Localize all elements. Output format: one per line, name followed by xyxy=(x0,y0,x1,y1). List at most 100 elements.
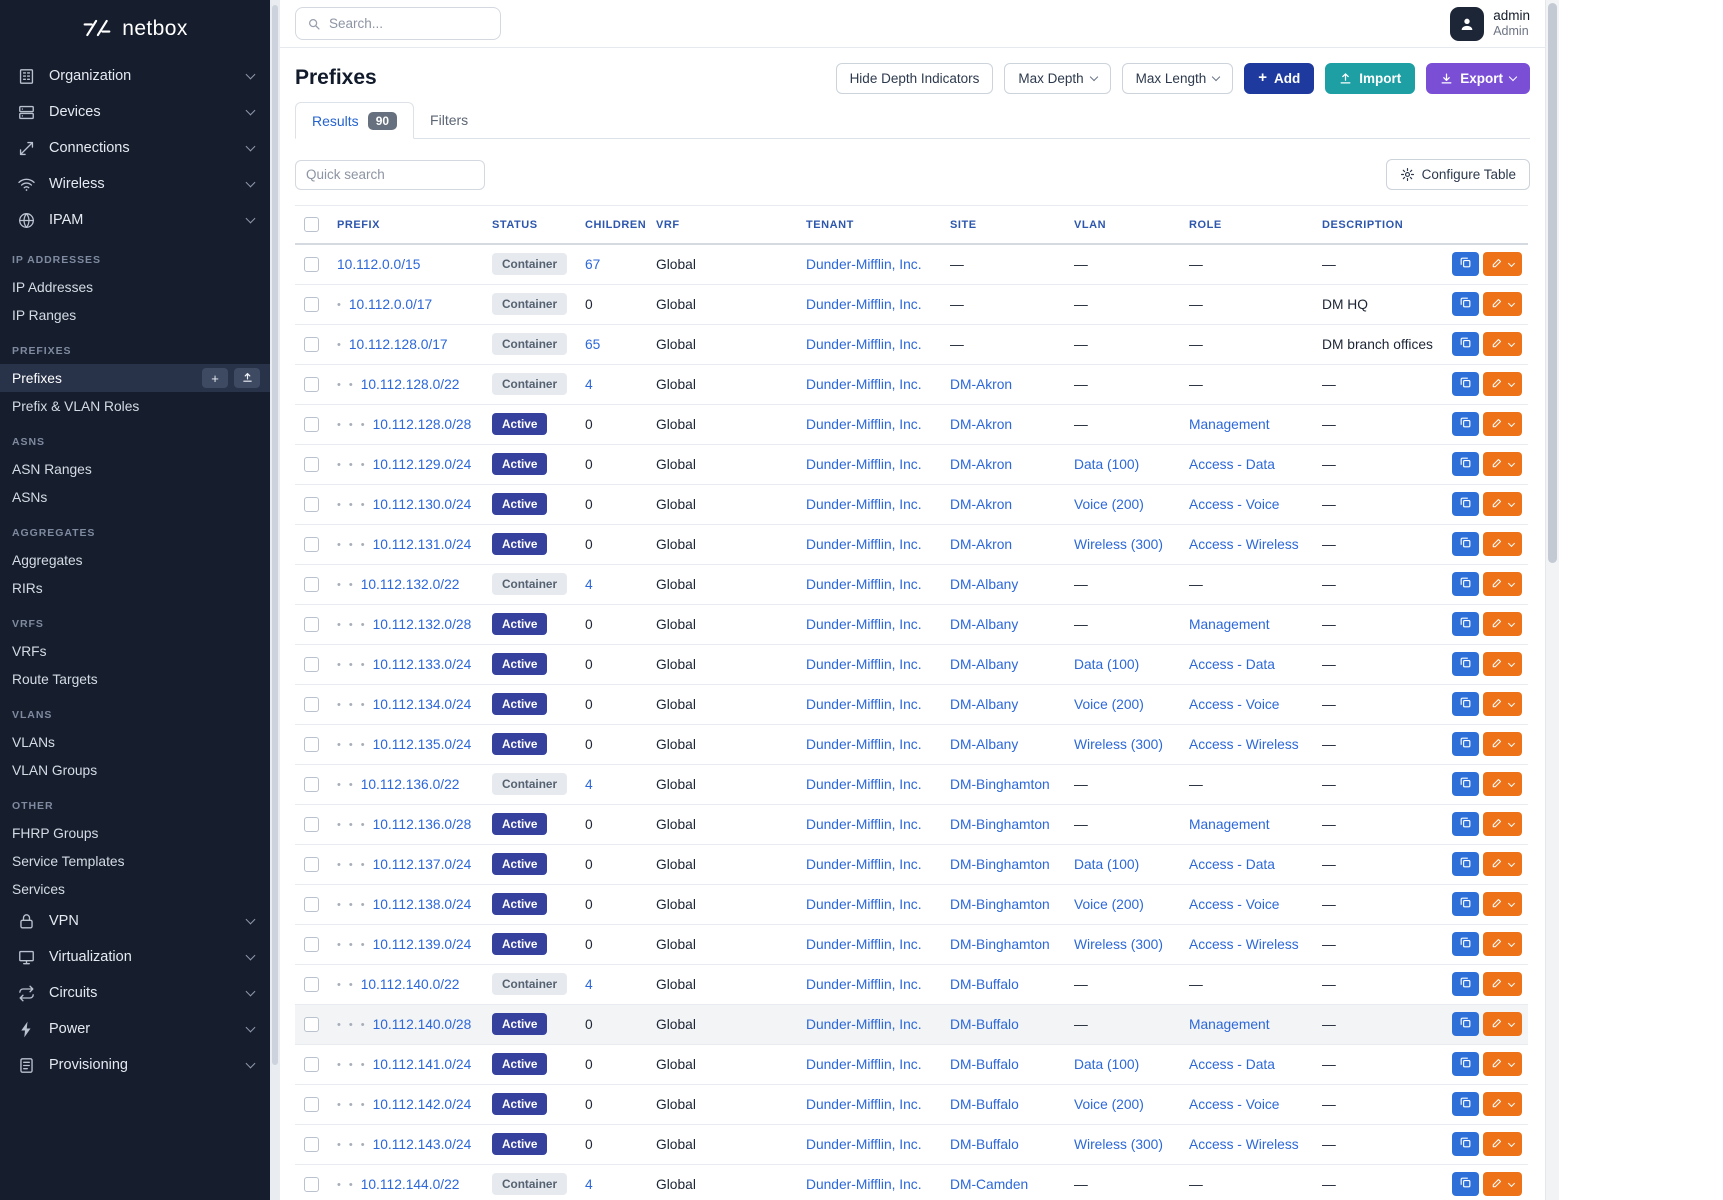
prefix-link[interactable]: 10.112.144.0/22 xyxy=(360,1176,460,1192)
sidebar-item-devices[interactable]: Devices xyxy=(0,94,270,130)
sidebar-item-service-templates[interactable]: Service Templates xyxy=(12,853,125,869)
site-link[interactable]: DM-Binghamton xyxy=(950,856,1050,872)
row-checkbox[interactable] xyxy=(304,496,319,512)
copy-button[interactable] xyxy=(1452,1052,1479,1076)
tenant-link[interactable]: Dunder-Mifflin, Inc. xyxy=(806,936,922,952)
copy-button[interactable] xyxy=(1452,292,1479,316)
edit-button[interactable] xyxy=(1483,612,1522,636)
prefix-link[interactable]: 10.112.136.0/28 xyxy=(372,816,472,832)
sidebar-scrollbar-thumb[interactable] xyxy=(272,5,278,1065)
vlan-link[interactable]: Wireless (300) xyxy=(1074,1136,1163,1152)
copy-button[interactable] xyxy=(1452,372,1479,396)
row-checkbox[interactable] xyxy=(304,536,319,552)
role-link[interactable]: Access - Voice xyxy=(1189,696,1280,712)
copy-button[interactable] xyxy=(1452,692,1479,716)
children-count-link[interactable]: 4 xyxy=(585,376,593,392)
children-count-link[interactable]: 4 xyxy=(585,576,593,592)
site-link[interactable]: DM-Binghamton xyxy=(950,896,1050,912)
prefixes-quick-add-button[interactable]: + xyxy=(202,368,228,388)
role-link[interactable]: Access - Wireless xyxy=(1189,736,1299,752)
column-header-site[interactable]: SITE xyxy=(944,205,1068,245)
copy-button[interactable] xyxy=(1452,612,1479,636)
row-checkbox[interactable] xyxy=(304,776,319,792)
prefix-link[interactable]: 10.112.142.0/24 xyxy=(372,1096,472,1112)
edit-button[interactable] xyxy=(1483,412,1522,436)
export-button[interactable]: Export xyxy=(1426,62,1530,94)
edit-button[interactable] xyxy=(1483,1132,1522,1156)
role-link[interactable]: Access - Wireless xyxy=(1189,936,1299,952)
page-scrollbar[interactable] xyxy=(1545,0,1559,1200)
tenant-link[interactable]: Dunder-Mifflin, Inc. xyxy=(806,1176,922,1192)
sidebar-item-ip-addresses[interactable]: IP Addresses xyxy=(12,279,94,295)
sidebar-item-aggregates[interactable]: Aggregates xyxy=(12,552,83,568)
sidebar-item-provisioning[interactable]: Provisioning xyxy=(0,1047,270,1083)
vlan-link[interactable]: Wireless (300) xyxy=(1074,936,1163,952)
prefix-link[interactable]: 10.112.136.0/22 xyxy=(360,776,460,792)
prefix-link[interactable]: 10.112.128.0/22 xyxy=(360,376,460,392)
copy-button[interactable] xyxy=(1452,772,1479,796)
row-checkbox[interactable] xyxy=(304,976,319,992)
vlan-link[interactable]: Voice (200) xyxy=(1074,496,1144,512)
add-button[interactable]: + Add xyxy=(1244,62,1315,94)
sidebar-item-power[interactable]: Power xyxy=(0,1011,270,1047)
copy-button[interactable] xyxy=(1452,852,1479,876)
row-checkbox[interactable] xyxy=(304,656,319,672)
sidebar-item-vlans[interactable]: VLANs xyxy=(12,734,55,750)
edit-button[interactable] xyxy=(1483,732,1522,756)
site-link[interactable]: DM-Albany xyxy=(950,576,1019,592)
column-header-prefix[interactable]: PREFIX xyxy=(331,205,486,245)
select-all-checkbox[interactable] xyxy=(304,217,319,232)
site-link[interactable]: DM-Buffalo xyxy=(950,1016,1019,1032)
edit-button[interactable] xyxy=(1483,1052,1522,1076)
edit-button[interactable] xyxy=(1483,892,1522,916)
role-link[interactable]: Access - Wireless xyxy=(1189,536,1299,552)
sidebar-item-prefixes[interactable]: Prefixes + xyxy=(0,364,270,392)
prefix-link[interactable]: 10.112.140.0/22 xyxy=(360,976,460,992)
site-link[interactable]: DM-Binghamton xyxy=(950,936,1050,952)
site-link[interactable]: DM-Akron xyxy=(950,456,1013,472)
tenant-link[interactable]: Dunder-Mifflin, Inc. xyxy=(806,896,922,912)
site-link[interactable]: DM-Binghamton xyxy=(950,816,1050,832)
row-checkbox[interactable] xyxy=(304,936,319,952)
role-link[interactable]: Access - Data xyxy=(1189,656,1275,672)
tab-results[interactable]: Results 90 xyxy=(295,102,415,139)
prefix-link[interactable]: 10.112.130.0/24 xyxy=(372,496,472,512)
sidebar-item-prefix-vlan-roles[interactable]: Prefix & VLAN Roles xyxy=(12,398,140,414)
tenant-link[interactable]: Dunder-Mifflin, Inc. xyxy=(806,456,922,472)
row-checkbox[interactable] xyxy=(304,456,319,472)
sidebar-item-circuits[interactable]: Circuits xyxy=(0,975,270,1011)
site-link[interactable]: DM-Buffalo xyxy=(950,1096,1019,1112)
prefix-link[interactable]: 10.112.140.0/28 xyxy=(372,1016,472,1032)
sidebar-item-services[interactable]: Services xyxy=(12,881,65,897)
netbox-logo[interactable]: netbox xyxy=(0,0,270,58)
edit-button[interactable] xyxy=(1483,1092,1522,1116)
vlan-link[interactable]: Data (100) xyxy=(1074,856,1140,872)
children-count-link[interactable]: 65 xyxy=(585,336,601,352)
role-link[interactable]: Access - Data xyxy=(1189,1056,1275,1072)
sidebar-item-fhrp-groups[interactable]: FHRP Groups xyxy=(12,825,99,841)
row-checkbox[interactable] xyxy=(304,856,319,872)
tenant-link[interactable]: Dunder-Mifflin, Inc. xyxy=(806,1096,922,1112)
column-header-description[interactable]: DESCRIPTION xyxy=(1316,205,1436,245)
copy-button[interactable] xyxy=(1452,492,1479,516)
column-header-tenant[interactable]: TENANT xyxy=(800,205,944,245)
prefix-link[interactable]: 10.112.134.0/24 xyxy=(372,696,472,712)
edit-button[interactable] xyxy=(1483,452,1522,476)
edit-button[interactable] xyxy=(1483,972,1522,996)
site-link[interactable]: DM-Buffalo xyxy=(950,976,1019,992)
row-checkbox[interactable] xyxy=(304,257,319,273)
copy-button[interactable] xyxy=(1452,972,1479,996)
sidebar-item-ipam[interactable]: IPAM xyxy=(0,202,270,238)
prefix-link[interactable]: 10.112.139.0/24 xyxy=(372,936,472,952)
tenant-link[interactable]: Dunder-Mifflin, Inc. xyxy=(806,816,922,832)
edit-button[interactable] xyxy=(1483,772,1522,796)
copy-button[interactable] xyxy=(1452,532,1479,556)
sidebar-item-asns[interactable]: ASNs xyxy=(12,489,48,505)
prefix-link[interactable]: 10.112.141.0/24 xyxy=(372,1056,472,1072)
edit-button[interactable] xyxy=(1483,932,1522,956)
row-checkbox[interactable] xyxy=(304,816,319,832)
sidebar-item-route-targets[interactable]: Route Targets xyxy=(12,671,98,687)
configure-table-button[interactable]: Configure Table xyxy=(1385,159,1530,190)
row-checkbox[interactable] xyxy=(304,416,319,432)
vlan-link[interactable]: Voice (200) xyxy=(1074,696,1144,712)
